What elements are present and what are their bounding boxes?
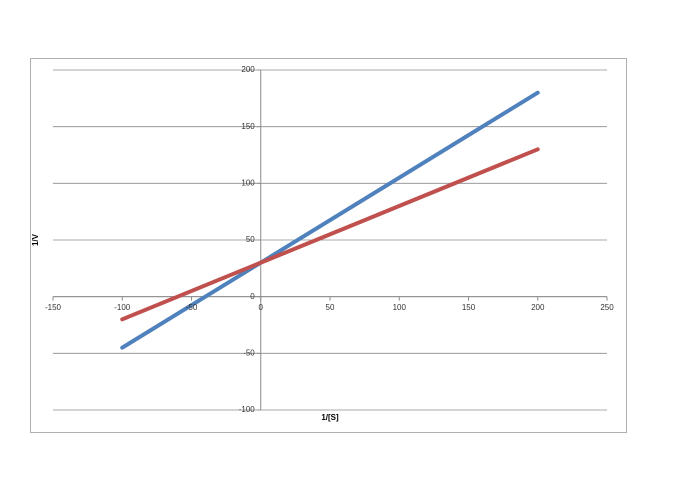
data-line [120,90,540,350]
y-tick-label: 100 [241,178,255,187]
y-axis-title: 1/V [31,233,40,246]
x-tick-label: 200 [531,303,545,312]
y-tick-label: 150 [241,122,255,131]
x-tick-label: 50 [326,303,335,312]
y-tick-label: 50 [246,235,255,244]
y-tick-label: 0 [250,292,255,301]
x-axis-title: 1/[S] [321,413,339,422]
x-tick-label: 150 [462,303,476,312]
x-tick-label: 0 [259,303,264,312]
x-tick-label: 100 [393,303,407,312]
x-tick-label: -100 [114,303,131,312]
x-tick-label: 250 [600,303,614,312]
lines [120,90,540,350]
data-line [120,147,540,322]
y-tick-label: -50 [243,348,255,357]
chart-border [30,58,627,433]
y-tick-label: -100 [239,405,256,414]
axes [52,69,608,411]
x-tick-label: -150 [45,303,62,312]
x-tick-label: -50 [186,303,198,312]
y-tick-label: 200 [241,65,255,74]
labels: -100 -50 0 50 100 150 200 -150 -100 -50 0 50 100 150 2… [45,65,614,414]
